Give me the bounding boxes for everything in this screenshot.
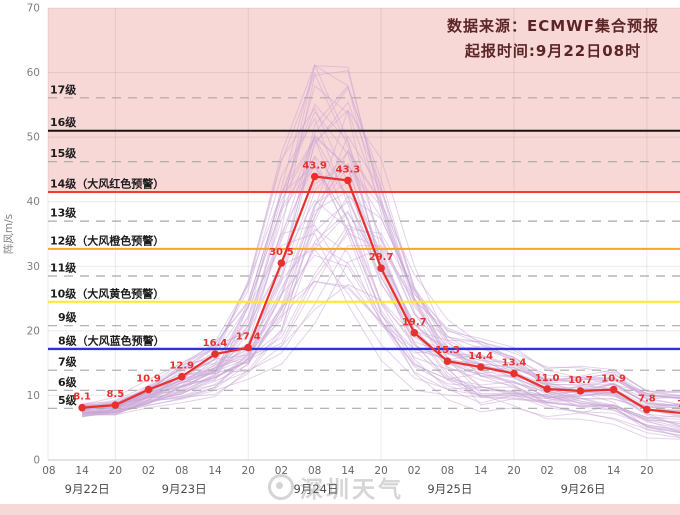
data-point-label: 17.4 [236, 332, 261, 343]
data-point [477, 363, 485, 371]
warning-level-lines [48, 97, 680, 409]
ensemble-member-line [82, 117, 680, 406]
data-point-label: 15.3 [435, 345, 460, 356]
data-point [111, 401, 120, 409]
ensemble-member-line [82, 155, 680, 411]
x-tick-label: 02 [541, 465, 554, 477]
data-point-label: 7.8 [638, 394, 656, 405]
x-tick-label: 08 [42, 465, 55, 477]
y-tick-label: 70 [27, 3, 40, 15]
data-point-label: 14.4 [468, 351, 493, 362]
warning-level-label: 10级（大风黄色预警） [50, 286, 164, 300]
data-point [344, 176, 352, 185]
data-point [244, 343, 252, 352]
y-tick-label: 10 [27, 390, 40, 402]
data-point-label: 30.5 [269, 247, 294, 258]
y-tick-label: 30 [27, 261, 40, 273]
x-tick-label: 02 [275, 465, 288, 477]
x-tick-label: 20 [242, 465, 255, 477]
data-point [609, 385, 618, 394]
data-point [410, 329, 419, 337]
warning-level-label: 16级 [50, 115, 77, 129]
red-warning-zone [48, 8, 680, 192]
x-date-label: 9月22日 [65, 482, 110, 496]
data-point-label: 43.9 [302, 161, 327, 172]
x-tick-label: 08 [308, 465, 321, 477]
warning-level-label: 17级 [50, 82, 77, 96]
data-point [377, 264, 385, 273]
data-point [178, 372, 186, 381]
y-tick-label: 60 [27, 67, 40, 79]
ensemble-member-line [82, 70, 680, 434]
data-point [576, 387, 585, 395]
y-tick-label: 50 [27, 132, 40, 144]
data-point [543, 385, 551, 393]
data-point-label: 43.3 [336, 164, 361, 175]
warning-level-label: 11级 [50, 260, 77, 274]
warning-level-label: 8级（大风蓝色预警） [58, 333, 165, 347]
y-tick-label: 0 [33, 455, 40, 467]
x-tick-label: 08 [441, 465, 454, 477]
warning-level-label: 7级 [58, 355, 78, 369]
data-point-label: 8.5 [106, 389, 124, 400]
data-point-label: 10.9 [601, 374, 626, 385]
x-tick-label: 20 [374, 465, 387, 477]
x-tick-label: 20 [109, 465, 122, 477]
data-point-label-clipped: 7.3 [677, 399, 680, 410]
data-point [78, 403, 86, 412]
data-point-label: 19.7 [402, 317, 427, 328]
warning-level-label: 9级 [58, 310, 78, 324]
ensemble-member-line [82, 149, 680, 429]
x-tick-label: 14 [75, 465, 89, 477]
x-tick-label: 14 [607, 465, 621, 477]
data-point-label: 13.4 [502, 357, 527, 368]
x-tick-label: 08 [175, 465, 188, 477]
data-point [510, 369, 518, 378]
data-point-label: 11.0 [535, 373, 560, 384]
ensemble-member-line [82, 280, 680, 409]
x-tick-label: 14 [341, 465, 355, 477]
data-point-label: 12.9 [169, 361, 194, 372]
data-point [144, 385, 153, 394]
data-point [643, 405, 651, 414]
warning-level-label: 5级 [58, 393, 78, 407]
warning-level-label: 14级（大风红色预警） [50, 177, 164, 191]
warning-level-label: 15级 [50, 146, 77, 160]
x-tick-label: 20 [640, 465, 653, 477]
warning-level-label: 13级 [50, 206, 77, 220]
x-date-label: 9月24日 [294, 482, 339, 496]
x-date-label: 9月23日 [162, 482, 207, 496]
y-tick-label: 20 [27, 325, 40, 337]
x-tick-label: 08 [574, 465, 587, 477]
data-point-label: 10.9 [136, 374, 161, 385]
x-tick-label: 14 [208, 465, 222, 477]
data-point-label: 10.7 [568, 375, 593, 386]
y-axis-title: 阵风m/s [2, 214, 15, 254]
ensemble-member-line [81, 165, 680, 439]
y-tick-label: 40 [27, 196, 40, 208]
data-point [277, 259, 286, 267]
x-date-label: 9月26日 [561, 482, 606, 496]
x-tick-label: 20 [507, 465, 520, 477]
x-tick-label: 02 [408, 465, 421, 477]
data-point [443, 357, 452, 366]
data-point [211, 350, 219, 358]
ensemble-member-line [82, 84, 680, 423]
data-point-label: 29.7 [369, 252, 394, 263]
gridlines [47, 7, 680, 461]
warning-level-label: 6级 [58, 375, 78, 389]
warning-level-label: 12级（大风橙色预警） [50, 233, 164, 247]
x-tick-label: 14 [474, 465, 488, 477]
main-series [78, 172, 680, 414]
ensemble-member-line [82, 111, 680, 414]
x-date-label: 9月25日 [427, 482, 472, 496]
bottom-pink-strip [0, 504, 680, 515]
ensemble-member-line [82, 245, 680, 438]
data-point [310, 172, 319, 181]
x-tick-label: 02 [142, 465, 155, 477]
data-point-label: 16.4 [203, 338, 228, 349]
data-point-label: 8.1 [73, 392, 91, 403]
